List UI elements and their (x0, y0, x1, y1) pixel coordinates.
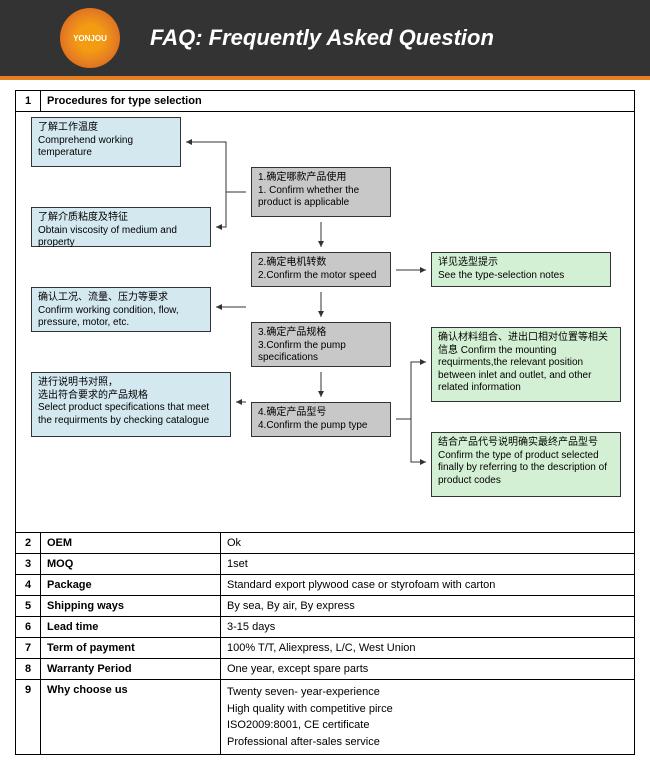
row-num: 6 (16, 617, 41, 638)
row-value: By sea, By air, By express (221, 596, 635, 617)
flow-note-2: 确认材料组合、进出口相对位置等相关信息 Confirm the mounting… (431, 327, 621, 402)
flow-input-3: 确认工况、流量、压力等要求 Confirm working condition,… (31, 287, 211, 332)
text-en: Select product specifications that meet … (38, 402, 224, 427)
row-label: Warranty Period (41, 659, 221, 680)
flow-input-2: 了解介质粘度及特征 Obtain viscosity of medium and… (31, 207, 211, 247)
text-cn: 确认工况、流量、压力等要求 (38, 292, 204, 305)
text-cn: 了解工作温度 (38, 122, 174, 135)
text-cn: 1.确定哪款产品使用 (258, 172, 384, 185)
row-num: 4 (16, 575, 41, 596)
flow-note-3: 结合产品代号说明确实最终产品型号 Confirm the type of pro… (431, 432, 621, 497)
text-cn: 详见选型提示 (438, 257, 604, 270)
text-cn: 了解介质粘度及特征 (38, 212, 204, 225)
page-title: FAQ: Frequently Asked Question (150, 25, 494, 51)
row-num: 9 (16, 680, 41, 755)
row-value: 100% T/T, Aliexpress, L/C, West Union (221, 638, 635, 659)
logo: YONJOU (60, 8, 120, 68)
row-value: Ok (221, 533, 635, 554)
text-en: Confirm working condition, flow, pressur… (38, 305, 204, 330)
text-en: 2.Confirm the motor speed (258, 270, 384, 283)
text-en: 3.Confirm the pump specifications (258, 340, 384, 365)
text-cn: 4.确定产品型号 (258, 407, 384, 420)
row-value: One year, except spare parts (221, 659, 635, 680)
row-label: Term of payment (41, 638, 221, 659)
flow-step-4: 4.确定产品型号 4.Confirm the pump type (251, 402, 391, 437)
row-label: Lead time (41, 617, 221, 638)
content: 1 Procedures for type selection 了解工作温度 C… (0, 80, 650, 765)
row-value: 3-15 days (221, 617, 635, 638)
text-cn: 3.确定产品规格 (258, 327, 384, 340)
flow-step-2: 2.确定电机转数 2.Confirm the motor speed (251, 252, 391, 287)
text-en: 4.Confirm the pump type (258, 420, 384, 433)
flow-step-1: 1.确定哪款产品使用 1. Confirm whether the produc… (251, 167, 391, 217)
row-num: 8 (16, 659, 41, 680)
flow-note-1: 详见选型提示 See the type-selection notes (431, 252, 611, 287)
flow-input-4: 进行说明书对照， 选出符合要求的产品规格 Select product spec… (31, 372, 231, 437)
row-value: Twenty seven- year-experienceHigh qualit… (221, 680, 635, 755)
row-num: 7 (16, 638, 41, 659)
row-num: 2 (16, 533, 41, 554)
header: YONJOU FAQ: Frequently Asked Question (0, 0, 650, 80)
text-en: Comprehend working temperature (38, 135, 174, 160)
flow-step-3: 3.确定产品规格 3.Confirm the pump specificatio… (251, 322, 391, 367)
row-label: Why choose us (41, 680, 221, 755)
row-num: 5 (16, 596, 41, 617)
row-value: 1set (221, 554, 635, 575)
row-value: Standard export plywood case or styrofoa… (221, 575, 635, 596)
row-label: Procedures for type selection (41, 91, 635, 112)
text-en: Confirm the mounting requirments,the rel… (438, 345, 591, 394)
faq-table: 1 Procedures for type selection 了解工作温度 C… (15, 90, 635, 755)
flow-input-1: 了解工作温度 Comprehend working temperature (31, 117, 181, 167)
text-en: Confirm the type of product selected fin… (438, 450, 607, 486)
text-en: See the type-selection notes (438, 270, 604, 283)
flowchart: 了解工作温度 Comprehend working temperature 了解… (16, 112, 634, 532)
row-label: OEM (41, 533, 221, 554)
text-cn: 进行说明书对照， 选出符合要求的产品规格 (38, 377, 224, 402)
text-cn: 2.确定电机转数 (258, 257, 384, 270)
text-en: 1. Confirm whether the product is applic… (258, 185, 384, 210)
row-num: 1 (16, 91, 41, 112)
row-label: Shipping ways (41, 596, 221, 617)
row-label: Package (41, 575, 221, 596)
row-num: 3 (16, 554, 41, 575)
text-cn: 结合产品代号说明确实最终产品型号 (438, 437, 598, 448)
row-label: MOQ (41, 554, 221, 575)
text-en: Obtain viscosity of medium and property (38, 225, 204, 250)
